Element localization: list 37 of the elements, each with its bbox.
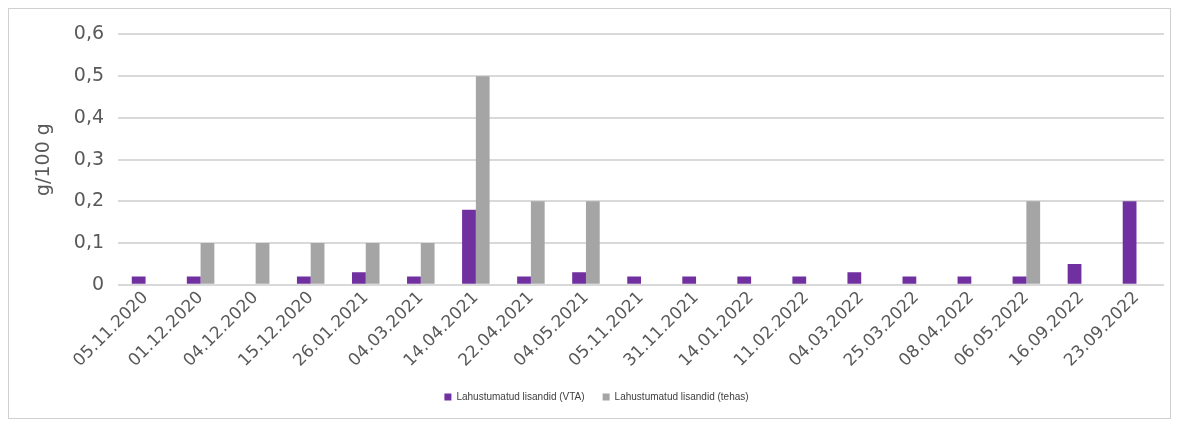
bar — [420, 243, 435, 284]
bar — [365, 243, 380, 284]
bar — [847, 272, 862, 284]
legend-label: Lahustumatud lisandid (tehas) — [614, 390, 749, 402]
bar — [530, 201, 545, 284]
bar — [462, 209, 476, 284]
bar — [310, 243, 325, 284]
bar — [572, 272, 586, 284]
y-tick-label: 0,3 — [73, 146, 105, 169]
bar — [792, 276, 807, 284]
bar — [517, 276, 531, 284]
y-tick-label: 0,2 — [73, 188, 105, 211]
bar — [475, 76, 490, 284]
bar — [351, 272, 366, 284]
bar — [957, 276, 972, 284]
bar — [737, 276, 752, 284]
bar — [407, 276, 421, 284]
y-tick-label: 0,5 — [73, 63, 105, 86]
y-axis-title: g/100 g — [31, 123, 54, 196]
bar — [1026, 201, 1041, 284]
bar — [200, 243, 215, 284]
bar — [255, 243, 270, 284]
bar — [682, 276, 697, 284]
bar — [1012, 276, 1027, 284]
y-tick-label: 0,6 — [73, 21, 105, 44]
y-tick-label: 0,4 — [73, 104, 105, 127]
bar — [627, 276, 642, 284]
bar — [902, 276, 917, 284]
bar — [585, 201, 600, 284]
bar — [131, 276, 146, 284]
y-tick-label: 0,1 — [73, 229, 105, 252]
legend-label: Lahustumatud lisandid (VTA) — [456, 390, 585, 402]
bar — [296, 276, 311, 284]
bar — [1122, 201, 1137, 284]
bar — [1067, 263, 1082, 284]
y-tick-label: 0 — [91, 271, 105, 294]
bar — [186, 276, 201, 284]
